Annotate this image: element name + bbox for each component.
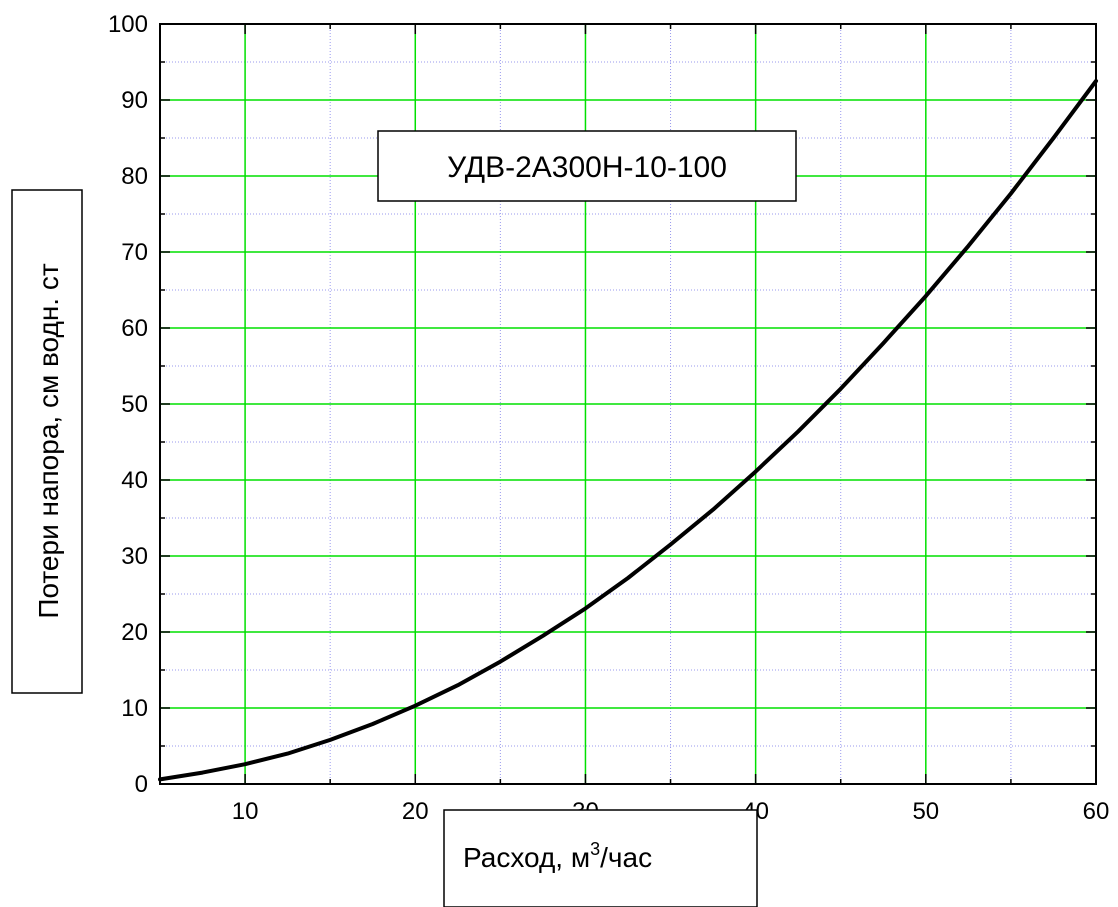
y-tick-label: 50 [121,391,148,418]
x-tick-label: 60 [1083,798,1110,825]
series-layer [158,79,1098,782]
x-axis-label-box: Расход, м3/час [443,809,758,907]
y-tick-labels: 0 10 20 30 40 50 60 70 80 90 100 [108,11,148,798]
x-tick-label: 20 [402,798,429,825]
axis-ticks [159,23,1097,785]
y-tick-label: 0 [135,771,148,798]
y-axis-label-box: Потери напора, см водн. ст [11,189,83,694]
y-axis-label: Потери напора, см водн. ст [33,263,64,619]
x-tick-label: 50 [912,798,939,825]
y-tick-label: 100 [108,11,148,38]
x-axis-label: Расход, м3/час [463,839,652,873]
y-tick-label: 80 [121,163,148,190]
chart-title-box: УДВ-2А300Н-10-100 [377,130,797,202]
y-tick-label: 20 [121,619,148,646]
y-tick-label: 30 [121,543,148,570]
x-tick-label: 10 [232,798,259,825]
y-tick-label: 70 [121,239,148,266]
major-grid [160,24,1096,784]
y-tick-label: 10 [121,695,148,722]
y-tick-label: 40 [121,467,148,494]
chart-title: УДВ-2А300Н-10-100 [447,151,727,184]
y-tick-label: 60 [121,315,148,342]
y-tick-label: 90 [121,87,148,114]
